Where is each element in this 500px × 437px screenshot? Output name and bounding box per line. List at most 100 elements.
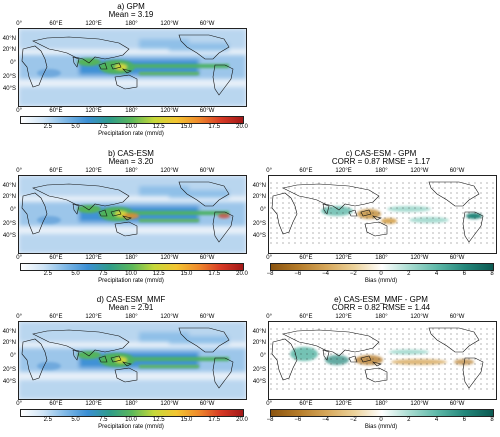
lon-tick-label: 120°W — [160, 168, 179, 174]
colorbar-tick-label: 7.5 — [99, 417, 108, 423]
lat-tick-label: 40°N — [2, 35, 16, 42]
panel-subtitle: Mean = 3.20 — [108, 157, 154, 166]
lon-tick-label: 120°E — [85, 108, 102, 114]
panel-title: d) CAS-ESM_MMF — [96, 295, 166, 304]
colorbar-tick-label: 17.5 — [208, 124, 221, 130]
colorbar-tick-label: −2 — [349, 271, 357, 277]
colorbar-tick-label: 6 — [462, 271, 466, 277]
colorbar-tick-label: 17.5 — [208, 271, 221, 277]
lon-tick-label: 0° — [16, 21, 22, 27]
panel-title: c) CAS-ESM - GPM — [345, 149, 417, 158]
colorbar-tick-label: 15.0 — [180, 417, 193, 423]
lon-tick-label: 0° — [16, 255, 22, 261]
panel-c: c) CAS-ESM - GPM CORR = 0.87 RMSE = 1.17… — [250, 147, 500, 287]
lon-tick-label: 0° — [16, 108, 22, 114]
lon-tick-label: 180° — [125, 255, 138, 261]
lon-tick-label: 0° — [266, 401, 272, 407]
colorbar-tick-label: 12.5 — [152, 417, 165, 423]
lon-tick-label: 60°W — [449, 314, 465, 320]
lon-tick-label: 60°W — [199, 255, 215, 261]
lon-tick-label: 180° — [125, 21, 138, 27]
colorbar-tick-label: 20.0 — [236, 124, 248, 130]
lon-tick-label: 120°E — [85, 168, 102, 174]
lon-tick-label: 60°W — [199, 108, 215, 114]
lon-tick-label: 120°E — [335, 168, 352, 174]
lon-tick-label: 180° — [375, 401, 388, 407]
precip-colorbar — [20, 116, 244, 124]
lon-tick-label: 0° — [266, 168, 272, 174]
colorbar-tick-label: 2 — [407, 417, 411, 423]
panel-title: b) CAS-ESM — [108, 149, 154, 158]
lon-tick-label: 120°E — [85, 314, 102, 320]
colorbar-tick-label: 2.5 — [43, 124, 52, 130]
lat-tick-label: 40°S — [2, 85, 16, 92]
colorbar-tick-label: 12.5 — [152, 124, 165, 130]
lon-tick-label: 60°E — [49, 401, 63, 407]
lon-tick-label: 60°E — [49, 255, 63, 261]
lon-tick-label: 120°E — [335, 314, 352, 320]
precip-colorbar-label: Precipitation rate (mm/d) — [98, 278, 164, 284]
lon-tick-label: 0° — [16, 168, 22, 174]
lat-tick-label: 20°N — [252, 194, 266, 201]
precip-colorbar-label: Precipitation rate (mm/d) — [98, 424, 164, 430]
lon-tick-label: 120°W — [160, 21, 179, 27]
lon-tick-label: 180° — [125, 314, 138, 320]
colorbar-tick-label: 8 — [490, 271, 494, 277]
lon-tick-label: 60°E — [49, 108, 63, 114]
lon-tick-label: 120°E — [85, 21, 102, 27]
lat-tick-label: 0° — [10, 353, 16, 360]
lat-tick-label: 0° — [10, 207, 16, 214]
colorbar-tick-label: 20.0 — [236, 271, 248, 277]
lon-tick-label: 120°W — [160, 314, 179, 320]
lon-tick-label: 60°W — [449, 255, 465, 261]
lon-tick-label: 60°W — [199, 401, 215, 407]
colorbar-tick-label: 7.5 — [99, 271, 108, 277]
panel-e: e) CAS-ESM_MMF - GPM CORR = 0.82 RMSE = … — [250, 293, 500, 433]
colorbar-tick-label: 10.0 — [125, 417, 137, 423]
precip-colorbar — [20, 263, 244, 271]
colorbar-tick-label: 0 — [379, 271, 383, 277]
lon-tick-label: 0° — [16, 314, 22, 320]
colorbar-tick-label: 2 — [407, 271, 411, 277]
bias-map-cas-esm-mmf — [268, 321, 497, 400]
colorbar-tick-label: 17.5 — [208, 417, 221, 423]
lat-tick-label: 40°N — [2, 182, 16, 189]
lon-tick-label: 120°W — [410, 401, 429, 407]
colorbar-tick-label: 12.5 — [152, 271, 165, 277]
lat-tick-label: 40°S — [2, 378, 16, 385]
lon-tick-label: 180° — [125, 401, 138, 407]
lon-tick-label: 120°W — [410, 314, 429, 320]
lon-tick-label: 180° — [125, 108, 138, 114]
precip-colorbar-label: Precipitation rate (mm/d) — [98, 131, 164, 137]
lon-tick-label: 60°E — [49, 314, 63, 320]
bias-colorbar — [270, 263, 494, 271]
colorbar-tick-label: 10.0 — [125, 124, 137, 130]
lon-tick-label: 120°W — [410, 168, 429, 174]
lon-tick-label: 120°W — [160, 255, 179, 261]
lon-tick-label: 120°E — [335, 255, 352, 261]
lat-tick-label: 40°S — [2, 232, 16, 239]
colorbar-tick-label: 5.0 — [71, 124, 80, 130]
colorbar-tick-label: 4 — [434, 417, 439, 423]
colorbar-tick-label: 15.0 — [180, 271, 193, 277]
lat-tick-label: 40°N — [2, 328, 16, 335]
panel-title: e) CAS-ESM_MMF - GPM — [334, 295, 428, 304]
lon-tick-label: 120°W — [410, 255, 429, 261]
lon-tick-label: 60°W — [449, 168, 465, 174]
colorbar-tick-label: −4 — [322, 271, 329, 277]
colorbar-tick-label: −4 — [322, 417, 329, 423]
colorbar-tick-label: 2.5 — [43, 271, 52, 277]
lon-tick-label: 60°E — [299, 401, 313, 407]
colorbar-tick-label: 7.5 — [99, 124, 108, 130]
lat-tick-label: 20°S — [2, 220, 16, 227]
precip-colorbar — [20, 409, 244, 417]
colorbar-tick-label: −8 — [266, 271, 274, 277]
lon-tick-label: 60°E — [49, 21, 63, 27]
colorbar-tick-label: 15.0 — [180, 124, 193, 130]
lon-tick-label: 120°W — [160, 401, 179, 407]
bias-colorbar — [270, 409, 494, 417]
panel-subtitle: Mean = 2.91 — [108, 303, 154, 312]
colorbar-tick-label: 4 — [434, 271, 439, 277]
lat-tick-label: 40°N — [252, 182, 266, 189]
panel-subtitle: CORR = 0.82 RMSE = 1.44 — [331, 303, 431, 312]
